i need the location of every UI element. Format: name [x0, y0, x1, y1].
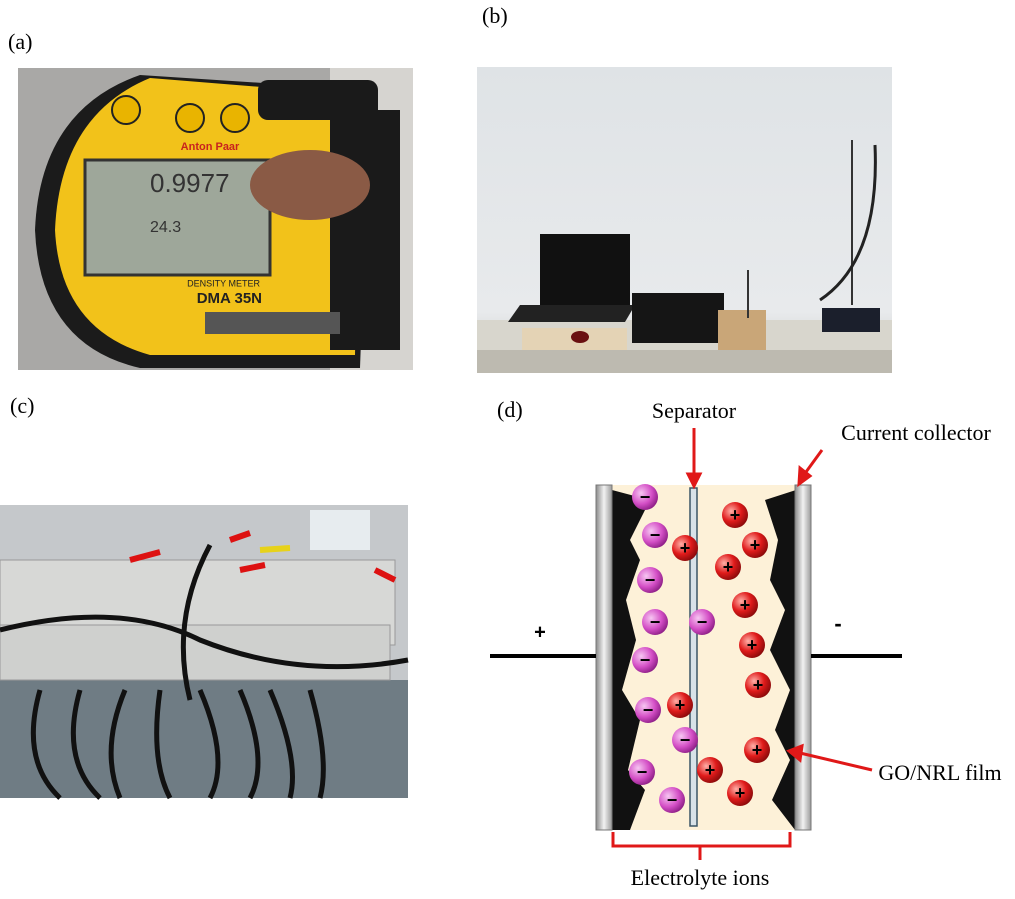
ion-sign: +: [735, 783, 746, 803]
photo-text: 0.9977: [150, 168, 230, 198]
terminal-label: -: [834, 611, 841, 636]
photo-density-meter: Anton Paar 0.9977 24.3 DENSITY METER DMA…: [18, 68, 413, 370]
ion-sign: −: [680, 730, 691, 750]
ion-sign: −: [697, 612, 708, 632]
film-label: GO/NRL film: [878, 760, 1001, 785]
ion-sign: −: [640, 650, 651, 670]
photo-lab-setup: [477, 67, 892, 373]
ion-sign: +: [730, 505, 741, 525]
ion-sign: −: [643, 700, 654, 720]
panel-label: (b): [482, 3, 508, 28]
ion-sign: +: [740, 595, 751, 615]
ion-sign: +: [747, 635, 758, 655]
ion-sign: +: [705, 760, 716, 780]
photo-text: DENSITY METER: [187, 278, 260, 288]
panel-label: (d): [497, 397, 523, 422]
photo-text: Anton Paar: [181, 141, 240, 153]
photo-potentiostat: [0, 505, 408, 798]
ion-sign: +: [750, 535, 761, 555]
ion-sign: +: [753, 675, 764, 695]
ion-sign: −: [637, 762, 648, 782]
ion-sign: +: [680, 538, 691, 558]
panel-label: (a): [8, 29, 32, 54]
ion-sign: +: [723, 557, 734, 577]
separator-label: Separator: [652, 398, 737, 423]
ion-sign: +: [752, 740, 763, 760]
panel-label: (c): [10, 393, 34, 418]
collector-label: Current collector: [841, 420, 991, 445]
photo-text: 24.3: [150, 219, 181, 236]
figure: (a) (b) (c) (d) Anton Paar 0.9977 24.3 D…: [0, 0, 1015, 899]
ion-sign: −: [650, 525, 661, 545]
photo-text: DMA 35N: [197, 290, 262, 307]
ion-sign: −: [650, 612, 661, 632]
terminal-label: +: [534, 621, 546, 643]
ion-sign: +: [675, 695, 686, 715]
electrolyte-label: Electrolyte ions: [631, 865, 770, 890]
ion-sign: −: [640, 487, 651, 507]
ion-sign: −: [667, 790, 678, 810]
diagram: −−−−−−−−−−+++++++++++ + - Separator Curr…: [490, 398, 1002, 890]
ion-sign: −: [645, 570, 656, 590]
